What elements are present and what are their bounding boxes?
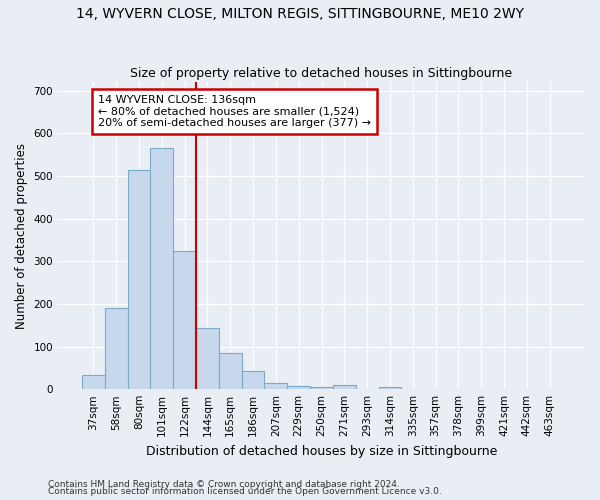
Text: Contains HM Land Registry data © Crown copyright and database right 2024.: Contains HM Land Registry data © Crown c…	[48, 480, 400, 489]
Bar	[242, 372, 265, 389]
Text: 14, WYVERN CLOSE, MILTON REGIS, SITTINGBOURNE, ME10 2WY: 14, WYVERN CLOSE, MILTON REGIS, SITTINGB…	[76, 8, 524, 22]
Bar	[265, 383, 287, 389]
Bar	[173, 250, 196, 389]
Title: Size of property relative to detached houses in Sittingbourne: Size of property relative to detached ho…	[130, 66, 512, 80]
X-axis label: Distribution of detached houses by size in Sittingbourne: Distribution of detached houses by size …	[146, 444, 497, 458]
Bar	[219, 353, 242, 389]
Bar	[128, 170, 151, 389]
Bar	[82, 375, 105, 389]
Text: 14 WYVERN CLOSE: 136sqm
← 80% of detached houses are smaller (1,524)
20% of semi: 14 WYVERN CLOSE: 136sqm ← 80% of detache…	[98, 95, 371, 128]
Y-axis label: Number of detached properties: Number of detached properties	[15, 142, 28, 328]
Bar	[151, 148, 173, 389]
Bar	[310, 386, 333, 389]
Bar	[287, 386, 310, 389]
Text: Contains public sector information licensed under the Open Government Licence v3: Contains public sector information licen…	[48, 488, 442, 496]
Bar	[379, 386, 401, 389]
Bar	[333, 385, 356, 389]
Bar	[105, 308, 128, 389]
Bar	[196, 328, 219, 389]
